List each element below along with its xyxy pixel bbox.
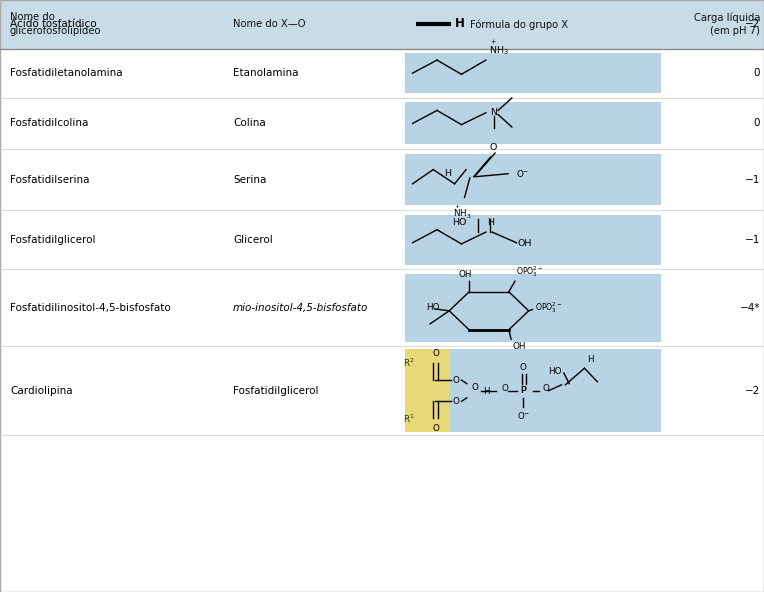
Bar [405,102,661,144]
Bar [405,274,661,342]
Text: OH: OH [518,239,533,249]
Text: Nome do
glicerofosfolipídeo: Nome do glicerofosfolipídeo [10,12,102,36]
Text: N: N [490,108,497,117]
Text: Fosfatidilglicerol: Fosfatidilglicerol [233,386,319,395]
Text: O: O [489,143,497,152]
Text: Fosfatidilglicerol: Fosfatidilglicerol [10,235,96,244]
Text: Serina: Serina [233,175,267,185]
Text: Carga líquida
(em pH 7): Carga líquida (em pH 7) [694,12,760,36]
Bar [405,349,661,432]
Text: OH: OH [513,342,526,350]
Text: O: O [452,397,459,406]
Text: O$^{-}$: O$^{-}$ [516,168,529,179]
Text: H: H [484,387,490,397]
Text: O: O [471,383,478,392]
Text: −1: −1 [745,175,760,185]
Text: O: O [432,424,439,433]
Text: −4*: −4* [740,303,760,313]
Text: Fosfatidilcolina: Fosfatidilcolina [10,118,89,128]
Text: P: P [520,386,526,395]
Text: mio-inositol-4,5-bisfosfato: mio-inositol-4,5-bisfosfato [233,303,368,313]
Text: Cardiolipina: Cardiolipina [10,386,73,395]
Text: $\mathregular{\overset{+}{N}H_3}$: $\mathregular{\overset{+}{N}H_3}$ [489,39,509,58]
Text: O: O [520,363,526,372]
Text: −2: −2 [745,386,760,395]
Text: H: H [444,169,451,178]
Text: −2: −2 [745,20,760,29]
Text: $\mathregular{\overset{+}{N}H_3}$: $\mathregular{\overset{+}{N}H_3}$ [453,202,471,221]
Text: Ácido fosfatídico: Ácido fosfatídico [10,20,96,29]
Text: H: H [455,17,465,30]
Bar [405,215,661,265]
Text: −1: −1 [745,235,760,244]
Circle shape [513,383,533,398]
Bar [405,349,449,432]
Text: O: O [432,349,439,358]
Text: Nome do X—O: Nome do X—O [233,20,306,29]
Text: HO: HO [452,218,467,227]
Text: R$^1$: R$^1$ [403,413,414,425]
Text: Colina: Colina [233,118,266,128]
Bar [0,0,764,49]
Text: O: O [542,384,549,394]
Text: P: P [520,386,526,395]
Text: 0: 0 [753,118,760,128]
Text: HO: HO [548,367,562,377]
Text: 0: 0 [753,68,760,78]
Text: OH: OH [458,270,472,279]
Text: HO: HO [426,303,440,313]
Bar [405,154,661,205]
Bar [405,53,661,93]
Text: Glicerol: Glicerol [233,235,273,244]
Text: Etanolamina: Etanolamina [233,68,299,78]
Text: Fórmula do grupo X: Fórmula do grupo X [471,19,568,30]
Text: OPO$_3^{2-}$: OPO$_3^{2-}$ [535,300,562,316]
Text: Fosfatidilserina: Fosfatidilserina [10,175,89,185]
Text: R$^2$: R$^2$ [403,356,414,368]
Text: H: H [587,355,594,364]
Text: H: H [487,218,494,227]
Text: OPO$_3^{2-}$: OPO$_3^{2-}$ [516,264,544,279]
Text: Fosfatidiletanolamina: Fosfatidiletanolamina [10,68,122,78]
Text: O: O [502,384,509,393]
Text: Fosfatidilinositol-4,5-bisfosfato: Fosfatidilinositol-4,5-bisfosfato [10,303,170,313]
Text: O: O [452,375,459,385]
Text: O$^{-}$: O$^{-}$ [516,410,530,421]
